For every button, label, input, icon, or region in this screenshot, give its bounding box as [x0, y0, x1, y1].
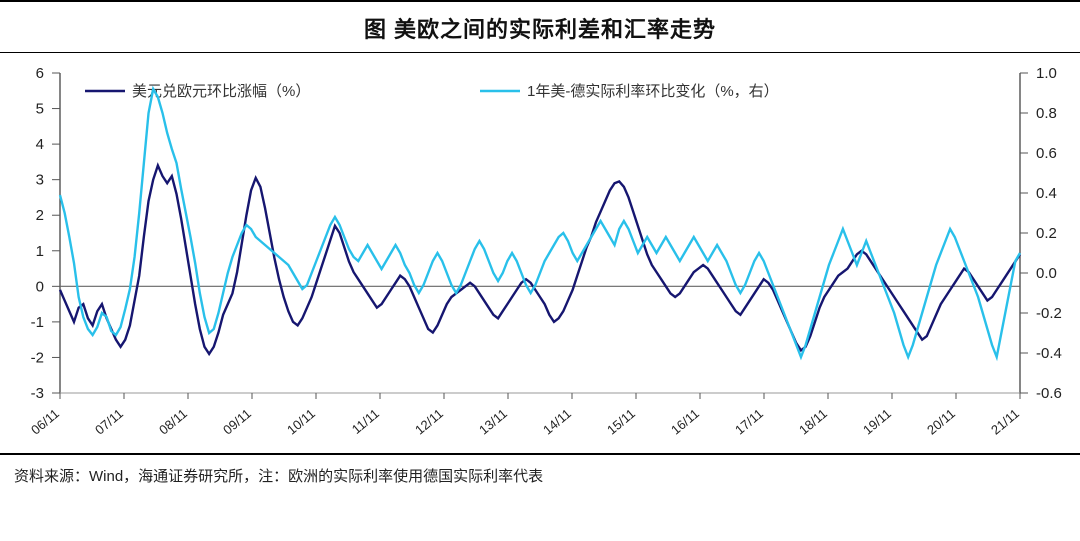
right-tick-label-0.6: 0.6: [1036, 145, 1057, 162]
right-tick-label--0.4: -0.4: [1036, 345, 1062, 362]
left-tick-label-4: 4: [36, 136, 44, 153]
x-tick-label-10/11: 10/11: [284, 406, 318, 438]
x-tick-label-16/11: 16/11: [668, 406, 702, 438]
right-tick-label-0.2: 0.2: [1036, 225, 1057, 242]
x-tick-label-07/11: 07/11: [92, 406, 126, 438]
right-tick-label-0.8: 0.8: [1036, 105, 1057, 122]
left-tick-label--1: -1: [31, 314, 44, 331]
left-tick-label-5: 5: [36, 101, 44, 118]
x-tick-label-12/11: 12/11: [412, 406, 446, 438]
chart-title: 图 美欧之间的实际利差和汇率走势: [364, 17, 716, 42]
x-tick-label-06/11: 06/11: [28, 406, 62, 438]
x-tick-label-19/11: 19/11: [860, 406, 894, 438]
x-tick-label-18/11: 18/11: [796, 406, 830, 438]
right-tick-label-0: 0.0: [1036, 265, 1057, 282]
x-tick-label-15/11: 15/11: [604, 406, 638, 438]
footer-note: 资料来源：Wind，海通证券研究所，注：欧洲的实际利率使用德国实际利率代表: [0, 453, 1080, 492]
left-tick-label-1: 1: [36, 243, 44, 260]
left-tick-label-2: 2: [36, 207, 44, 224]
right-tick-label--0.2: -0.2: [1036, 305, 1062, 322]
left-tick-label--2: -2: [31, 349, 44, 366]
x-tick-label-09/11: 09/11: [220, 406, 254, 438]
left-tick-label-3: 3: [36, 172, 44, 189]
line-usd-eur-change[interactable]: [60, 165, 1020, 353]
x-tick-label-08/11: 08/11: [156, 406, 190, 438]
chart-page: 图 美欧之间的实际利差和汇率走势 美元兑欧元环比涨幅（%） 1年美-德实际利率环比…: [0, 0, 1080, 541]
legend-label-rate-diff: 1年美-德实际利率环比变化（%，右）: [527, 82, 779, 100]
right-tick-label--0.6: -0.6: [1036, 385, 1062, 402]
title-container: 图 美欧之间的实际利差和汇率走势: [0, 2, 1080, 53]
x-tick-label-17/11: 17/11: [732, 406, 766, 438]
x-tick-label-21/11: 21/11: [988, 406, 1022, 438]
left-tick-label-0: 0: [36, 278, 44, 295]
right-tick-label-0.4: 0.4: [1036, 185, 1057, 202]
line-chart-svg[interactable]: 美元兑欧元环比涨幅（%） 1年美-德实际利率环比变化（%，右）6543210-1-…: [0, 53, 1080, 453]
x-tick-label-13/11: 13/11: [476, 406, 510, 438]
x-tick-label-11/11: 11/11: [349, 406, 382, 437]
line-rate-diff-change[interactable]: [60, 89, 1020, 357]
left-tick-label-6: 6: [36, 65, 44, 82]
right-tick-label-1: 1.0: [1036, 65, 1057, 82]
chart-area[interactable]: 美元兑欧元环比涨幅（%） 1年美-德实际利率环比变化（%，右） 6 5 4 3 2 1 0 -1-…: [0, 53, 1080, 453]
x-tick-label-20/11: 20/11: [924, 406, 958, 438]
left-tick-label--3: -3: [31, 385, 44, 402]
x-tick-label-14/11: 14/11: [540, 406, 574, 438]
